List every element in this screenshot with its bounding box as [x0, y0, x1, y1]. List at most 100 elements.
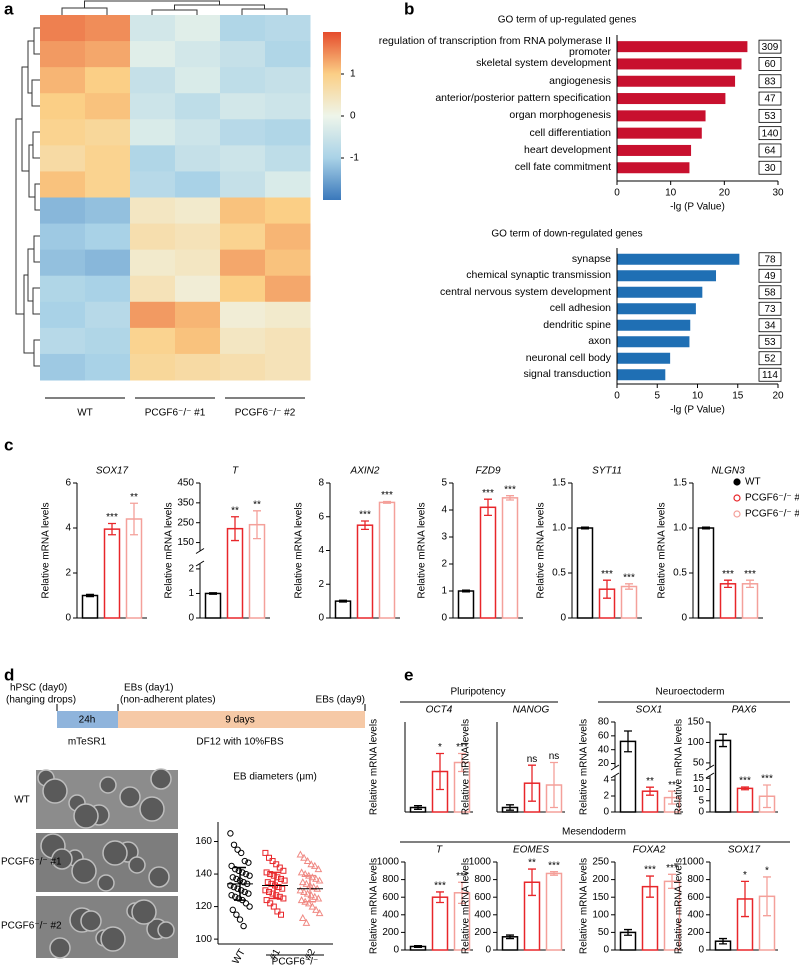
error-bar	[550, 871, 558, 876]
heatmap-cell	[265, 353, 311, 381]
point	[304, 899, 313, 907]
error-bar	[528, 764, 536, 802]
bar	[617, 303, 696, 315]
count-box	[758, 351, 782, 366]
error-bar	[209, 592, 217, 595]
point	[238, 887, 245, 894]
point	[308, 873, 317, 881]
category-label: cell adhesion	[549, 302, 611, 315]
legend-label: PCGF6⁻/⁻ #2	[745, 509, 799, 520]
heatmap-cell	[175, 145, 221, 172]
y-tick-label: 600	[474, 892, 491, 903]
subplot-title: T	[436, 845, 443, 856]
point	[297, 896, 306, 904]
y-axis-label: Relative mRNA levels	[41, 502, 52, 598]
eb	[80, 910, 102, 932]
category-label-box: angiogenesis	[549, 75, 611, 86]
error-bar	[506, 934, 514, 940]
count-box	[758, 268, 782, 283]
legend-marker	[733, 510, 741, 518]
bar	[620, 585, 638, 619]
y-tick-label: 40	[598, 744, 610, 755]
heatmap-cell	[175, 119, 221, 146]
y-tick-label: 2	[603, 791, 609, 802]
point	[301, 870, 310, 878]
legend-marker	[733, 494, 741, 502]
eb	[139, 796, 165, 822]
point	[270, 872, 277, 879]
bar	[617, 253, 740, 265]
significance: ***	[644, 865, 656, 876]
panel-label: c	[4, 435, 13, 454]
heatmap-cell	[40, 353, 86, 381]
stage-label: (hanging drops)	[6, 695, 76, 706]
error-bar	[506, 804, 514, 811]
heatmap-cell	[265, 275, 311, 303]
y-tick-label: 0	[603, 807, 609, 818]
point	[307, 860, 316, 868]
y-tick-label: 2	[65, 568, 71, 579]
error-bar	[414, 805, 422, 810]
significance: *	[765, 866, 769, 877]
category-label-box: chemical synaptic transmission	[466, 269, 611, 282]
significance: ***	[359, 510, 371, 521]
y-axis-label: Relative mRNA levels	[579, 858, 590, 954]
heatmap-cell	[85, 353, 131, 381]
bar	[226, 527, 244, 619]
section-title: Mesendoderm	[562, 827, 626, 838]
heatmap-cell	[175, 67, 221, 94]
error-bar	[624, 730, 632, 753]
y-axis-label: Relative mRNA levels	[294, 502, 305, 598]
bar	[617, 369, 666, 381]
point	[230, 883, 238, 891]
bar	[741, 583, 759, 619]
sd-bar	[234, 866, 246, 901]
significance: ***	[666, 863, 678, 874]
point	[238, 849, 245, 857]
count-label: 73	[764, 304, 776, 315]
category-label: chemical synaptic transmission	[466, 269, 611, 282]
bar	[576, 527, 594, 619]
eb	[150, 768, 172, 790]
point	[235, 895, 243, 902]
point	[276, 864, 283, 871]
point	[279, 885, 286, 892]
significance: **	[528, 858, 536, 869]
y-tick-label: 1.5	[673, 478, 687, 489]
point	[303, 889, 312, 897]
y-tick-label: 0	[318, 613, 324, 624]
x-tick-label: 10	[665, 188, 677, 199]
subplot-title: EOMES	[513, 845, 549, 856]
medium: DF12 with 10%FBS	[196, 737, 284, 748]
heatmap-cell	[130, 171, 176, 198]
category-label-box: heart development	[524, 144, 611, 155]
point	[315, 876, 324, 884]
y-tick-label: 8	[318, 478, 324, 489]
bar	[81, 594, 99, 619]
heatmap-cell	[220, 119, 266, 146]
y-tick-label: 0	[698, 807, 704, 818]
significance: ns	[549, 751, 560, 762]
heatmap-cell	[220, 327, 266, 355]
category-label-box: skeletal system development	[476, 58, 611, 69]
heatmap-cell	[40, 275, 86, 303]
heatmap-cell	[40, 223, 86, 251]
error-bar	[724, 579, 732, 589]
significance: ***	[106, 512, 118, 523]
error-bar	[668, 873, 676, 890]
heatmap-cell	[220, 249, 266, 277]
y-tick-label: 600	[382, 892, 399, 903]
chart-title: EB diameters (μm)	[233, 772, 317, 783]
eb	[49, 937, 71, 959]
point	[241, 857, 249, 865]
y-tick-label: 120	[195, 901, 212, 912]
x-tick-label: 20	[719, 188, 731, 199]
y-tick-label: 150	[177, 537, 194, 548]
category-label: central nervous system development	[440, 285, 611, 298]
count-label: 47	[764, 94, 776, 105]
heatmap-cell	[175, 249, 221, 277]
point	[302, 879, 311, 887]
category-label: synapse	[571, 252, 611, 265]
y-tick-label: 800	[474, 874, 491, 885]
